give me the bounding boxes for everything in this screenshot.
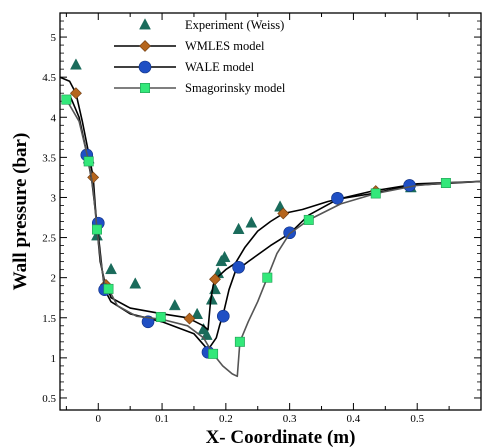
legend-marker <box>139 18 151 30</box>
series-3 <box>61 94 482 378</box>
data-point <box>331 191 344 205</box>
y-tick-label: 1.5 <box>42 313 56 325</box>
x-tick-label: 0.5 <box>410 413 424 425</box>
series-line <box>59 76 482 331</box>
data-point <box>61 94 72 105</box>
x-tick-label: 0.1 <box>155 413 169 425</box>
legend-marker <box>138 60 152 74</box>
data-point <box>234 336 245 347</box>
data-point <box>440 178 451 189</box>
data-point <box>232 260 245 274</box>
legend-marker <box>139 40 151 52</box>
y-tick-label: 1 <box>51 353 57 365</box>
data-point <box>232 222 245 234</box>
data-point <box>208 348 219 359</box>
data-point <box>218 250 231 263</box>
data-point <box>87 171 100 184</box>
data-point <box>168 298 181 311</box>
x-tick-label: 0.2 <box>219 413 233 425</box>
y-tick-label: 0.5 <box>42 393 56 405</box>
plot-frame <box>59 12 482 411</box>
data-point <box>205 293 218 305</box>
y-tick-label: 3.5 <box>42 152 56 164</box>
y-tick-label: 3 <box>51 192 57 204</box>
data-point <box>216 309 230 323</box>
data-point <box>200 328 213 340</box>
legend-label: Smagorinsky model <box>185 81 286 95</box>
data-point <box>245 216 258 228</box>
data-point <box>303 214 314 225</box>
x-tick-label: 0.3 <box>283 413 297 425</box>
legend-marker <box>140 83 150 93</box>
legend-label: WMLES model <box>185 39 265 53</box>
y-tick-label: 2 <box>51 273 57 285</box>
data-point <box>70 87 82 100</box>
legend-entry: Smagorinsky model <box>114 81 286 95</box>
y-tick-label: 2.5 <box>42 233 56 245</box>
legend: Experiment (Weiss) WMLES model WALE model S… <box>114 18 286 95</box>
data-point <box>277 207 290 220</box>
plot-area: 0 0.1 0.2 0.3 0.4 0.5 0.5 1 1.5 2 2.5 3 3.5 4 4.5 5 <box>42 12 482 425</box>
x-tick-label: 0.4 <box>347 413 361 425</box>
data-point <box>103 283 114 294</box>
legend-label: WALE model <box>185 60 255 74</box>
x-tick-label: 0 <box>96 413 102 425</box>
data-point <box>155 311 166 322</box>
legend-entry: WMLES model <box>114 39 265 53</box>
data-point <box>209 273 221 286</box>
y-axis-title: Wall pressure (bar) <box>10 133 31 291</box>
series-0 <box>70 58 417 340</box>
y-tick-label: 4 <box>51 112 57 124</box>
data-point <box>370 188 381 199</box>
data-point <box>129 277 142 289</box>
series-1 <box>59 76 482 331</box>
legend-entry: Experiment (Weiss) <box>139 18 284 32</box>
y-tick-label: 5 <box>51 32 57 44</box>
data-point <box>83 156 94 167</box>
series-2 <box>68 94 482 359</box>
x-axis-title: X- Coordinate (m) <box>206 427 356 448</box>
data-point <box>70 58 82 70</box>
y-tick-label: 4.5 <box>42 72 56 84</box>
series-line <box>65 99 482 378</box>
series-line <box>68 94 482 351</box>
data-point <box>262 272 273 283</box>
legend-label: Experiment (Weiss) <box>185 18 284 32</box>
data-point <box>191 307 204 319</box>
data-point <box>105 262 117 275</box>
data-point <box>183 312 196 325</box>
data-point <box>92 224 102 235</box>
legend-entry: WALE model <box>114 60 255 74</box>
series-layer <box>59 58 482 378</box>
